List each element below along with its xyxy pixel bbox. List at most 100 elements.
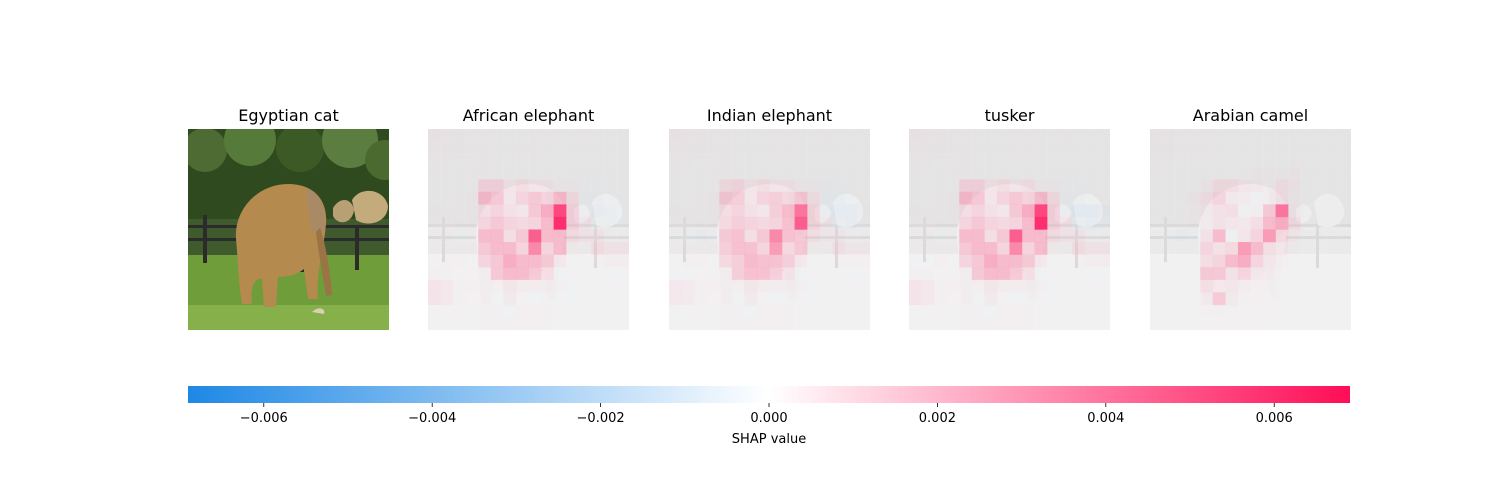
- shap-cell: [744, 166, 758, 180]
- shap-cell: [1034, 166, 1048, 180]
- shap-cell: [1325, 292, 1339, 306]
- shap-cell: [694, 204, 707, 218]
- shap-cell: [996, 254, 1010, 268]
- shap-cell: [1250, 141, 1264, 155]
- shap-cell: [1275, 191, 1289, 205]
- shap-cell: [694, 317, 707, 331]
- shap-cell: [731, 216, 745, 230]
- shap-cell: [1200, 229, 1214, 243]
- shap-cell: [591, 154, 605, 167]
- shap-cell: [1187, 191, 1201, 205]
- colorbar: [188, 386, 1350, 403]
- shap-cell: [934, 129, 947, 142]
- shap-cell: [669, 254, 682, 268]
- shap-cell: [515, 229, 529, 243]
- shap-cell: [428, 179, 441, 193]
- shap-cell: [984, 154, 998, 167]
- shap-cell: [1097, 166, 1111, 180]
- shap-cell: [428, 267, 441, 281]
- shap-cell: [1175, 141, 1188, 155]
- shap-cell: [1047, 292, 1061, 306]
- shap-cell: [1288, 191, 1302, 205]
- shap-cell: [669, 279, 682, 293]
- shap-cell: [832, 166, 846, 180]
- shap-cell: [490, 166, 504, 180]
- shap-cell: [819, 141, 833, 155]
- shap-cell: [694, 304, 707, 318]
- shap-cell: [794, 166, 808, 180]
- shap-cell: [819, 129, 833, 142]
- shap-cell: [1022, 216, 1035, 230]
- shap-cell: [996, 141, 1010, 155]
- shap-cell: [440, 204, 454, 218]
- shap-cell: [553, 317, 567, 331]
- shap-cell: [1072, 179, 1086, 193]
- shap-cell: [1150, 254, 1163, 268]
- shap-cell: [1009, 129, 1023, 142]
- shap-cell: [465, 204, 479, 218]
- shap-cell: [1175, 216, 1188, 230]
- shap-cell: [440, 141, 454, 155]
- shap-cell: [934, 317, 947, 331]
- shap-cell: [541, 166, 554, 180]
- shap-cell: [1263, 267, 1276, 281]
- shap-cell: [1225, 292, 1239, 306]
- shap-cell: [857, 254, 871, 268]
- shap-cell: [959, 191, 973, 205]
- shap-cell: [744, 304, 758, 318]
- shap-cell: [1175, 129, 1188, 142]
- shap-cell: [503, 154, 517, 167]
- shap-cell: [1047, 216, 1061, 230]
- shap-cell: [1313, 204, 1327, 218]
- shap-cell: [807, 141, 821, 155]
- shap-cell: [921, 154, 935, 167]
- shap-cell: [706, 242, 720, 255]
- shap-cell: [996, 204, 1010, 218]
- shap-cell: [553, 179, 567, 193]
- shap-cell: [478, 242, 492, 255]
- shap-cell: [1288, 267, 1302, 281]
- shap-cell: [1225, 317, 1239, 331]
- shap-cell: [1300, 304, 1314, 318]
- shap-cell: [681, 154, 695, 167]
- shap-cell: [1047, 229, 1061, 243]
- shap-cell: [694, 267, 707, 281]
- shap-cell: [719, 191, 733, 205]
- shap-cell: [794, 229, 808, 243]
- shap-cell: [1175, 154, 1188, 167]
- shap-cell: [1175, 204, 1188, 218]
- shap-cell: [744, 154, 758, 167]
- shap-cell: [1047, 242, 1061, 255]
- shap-cell: [1225, 279, 1239, 293]
- shap-cell: [844, 292, 858, 306]
- shap-cell: [1009, 317, 1023, 331]
- shap-cell: [857, 267, 871, 281]
- shap-cell: [1175, 254, 1188, 268]
- shap-cell: [1325, 229, 1339, 243]
- shap-cell: [984, 191, 998, 205]
- shap-cell: [578, 179, 592, 193]
- shap-cell: [756, 292, 770, 306]
- shap-cell: [857, 141, 871, 155]
- shap-cell: [807, 179, 821, 193]
- shap-cell: [1059, 229, 1073, 243]
- shap-cell: [1072, 304, 1086, 318]
- shap-cell: [984, 317, 998, 331]
- shap-cell: [1084, 166, 1098, 180]
- shap-cell: [909, 254, 922, 268]
- shap-cell: [844, 166, 858, 180]
- shap-cell: [744, 292, 758, 306]
- shap-cell: [1072, 317, 1086, 331]
- shap-cell: [719, 204, 733, 218]
- shap-cell: [1150, 179, 1163, 193]
- shap-cell: [566, 166, 580, 180]
- shap-cell: [1200, 304, 1214, 318]
- shap-cell: [1034, 216, 1048, 230]
- shap-cell: [756, 179, 770, 193]
- shap-cell: [440, 267, 454, 281]
- shap-cell: [769, 216, 783, 230]
- shap-cell: [1263, 254, 1276, 268]
- shap-cell: [996, 279, 1010, 293]
- shap-cell: [1047, 304, 1061, 318]
- shap-cell: [578, 129, 592, 142]
